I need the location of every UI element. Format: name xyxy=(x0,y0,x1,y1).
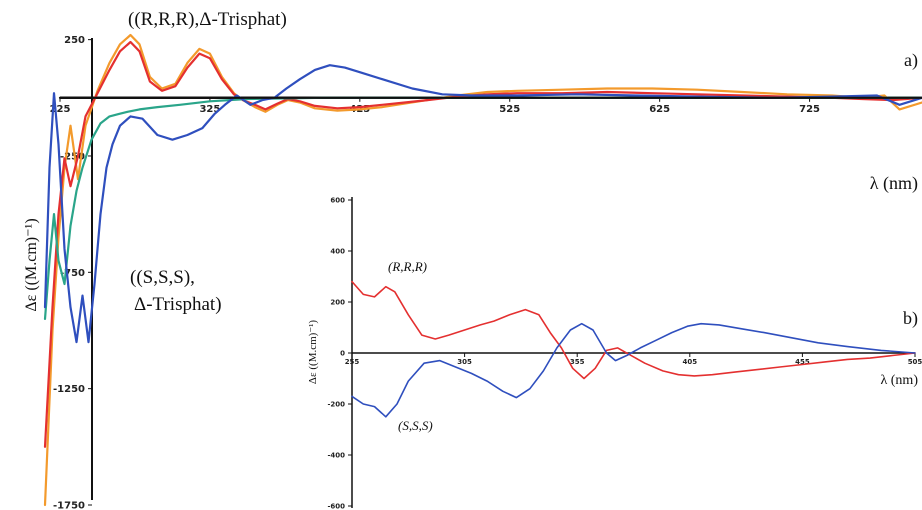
inset-chart-b: 600 400 200 0 -200 -400 -600 255 305 355 405 455 50… xyxy=(307,196,922,510)
inset-y-tick-label: 200 xyxy=(330,298,345,306)
main-series-line-1 xyxy=(43,40,922,448)
inset-x-tick-label: 455 xyxy=(795,358,810,366)
main-x-tick-label: 525 xyxy=(499,104,520,115)
main-y-tick-label: 250 xyxy=(64,35,85,46)
inset-y-tick-label: -400 xyxy=(327,451,345,459)
inset-y-tick-label: -600 xyxy=(327,502,345,510)
inset-panel-label: b) xyxy=(903,308,918,329)
main-y-axis-label: Δε ((M.cm)⁻¹) xyxy=(23,218,40,311)
main-y-tick-label: -1750 xyxy=(53,501,85,510)
sss-delta-annotation-line1: ((S,S,S), xyxy=(130,267,195,288)
inset-y-tick-label: 600 xyxy=(330,196,345,204)
inset-y-tick-label: -200 xyxy=(327,400,345,408)
inset-x-tick-label: 305 xyxy=(457,358,472,366)
inset-x-ticks: 255 305 355 405 455 505 xyxy=(345,353,922,366)
main-x-tick-label: 325 xyxy=(199,104,220,115)
main-series-line-3 xyxy=(43,64,922,344)
main-y-ticks: 250 -250 -750 -1250 -1750 xyxy=(53,35,92,510)
main-panel-label: a) xyxy=(904,50,918,71)
inset-series-line-1 xyxy=(351,322,916,418)
inset-y-axis-label: Δε ((M.cm)⁻¹) xyxy=(307,320,319,385)
main-x-tick-label: 725 xyxy=(799,104,820,115)
inset-x-tick-label: 505 xyxy=(908,358,922,366)
main-y-tick-label: -750 xyxy=(60,268,85,279)
main-y-tick-label: -250 xyxy=(60,151,85,162)
main-series-line-0 xyxy=(43,33,922,507)
main-x-tick-label: 625 xyxy=(649,104,670,115)
inset-y-tick-label: 400 xyxy=(330,247,345,255)
inset-series-line-0 xyxy=(351,280,916,380)
main-series xyxy=(43,33,922,507)
inset-y-ticks: 600 400 200 0 -200 -400 -600 xyxy=(327,196,352,510)
rrr-delta-annotation: ((R,R,R),Δ-Trisphat) xyxy=(128,9,287,30)
inset-x-axis-label: λ (nm) xyxy=(880,373,918,388)
inset-sss-label: (S,S,S) xyxy=(398,418,433,433)
inset-x-tick-label: 355 xyxy=(570,358,585,366)
main-x-tick-label: 225 xyxy=(50,104,71,115)
inset-rrr-label: (R,R,R) xyxy=(388,259,427,274)
inset-y-tick-label: 0 xyxy=(340,349,345,357)
main-y-tick-label: -1250 xyxy=(53,384,85,395)
inset-x-tick-label: 255 xyxy=(345,358,360,366)
main-x-axis-label: λ (nm) xyxy=(870,173,918,194)
inset-series xyxy=(351,280,916,418)
inset-x-tick-label: 405 xyxy=(682,358,697,366)
sss-delta-annotation-line2: Δ-Trisphat) xyxy=(134,294,222,315)
main-chart-a: 250-250-750-1250-1750 225 325 425 525 625 725… xyxy=(23,9,922,510)
